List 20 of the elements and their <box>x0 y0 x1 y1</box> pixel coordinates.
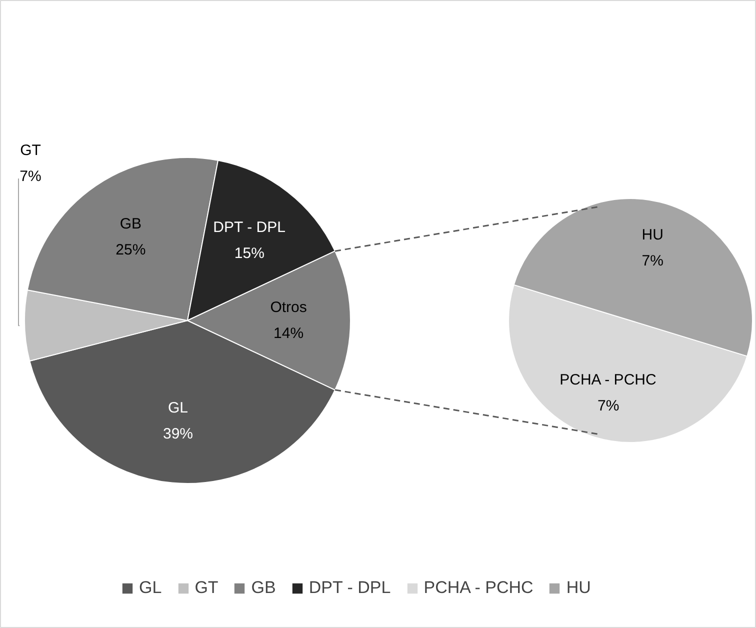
data-label: 7% <box>598 397 620 414</box>
slice-label: GL <box>168 400 188 417</box>
slice-label: GT <box>20 142 41 159</box>
legend-label: GT <box>194 578 218 598</box>
slice-label: Otros <box>270 299 307 316</box>
legend-label: DPT - DPL <box>308 578 391 598</box>
slice-label: HU <box>642 226 664 244</box>
legend-label: GB <box>251 578 276 598</box>
slice-label: PCHA - PCHC <box>560 371 656 388</box>
data-label: 14% <box>274 325 304 342</box>
data-label: 25% <box>116 241 146 258</box>
data-label: 15% <box>234 245 264 262</box>
legend-label: HU <box>566 578 591 598</box>
legend-label: PCHA - PCHC <box>424 578 534 598</box>
data-label: 7% <box>642 252 664 270</box>
data-label: 7% <box>20 168 42 185</box>
slice-label: DPT - DPL <box>213 219 286 236</box>
data-label: 39% <box>162 426 194 443</box>
legend-label: GL <box>139 578 162 598</box>
slice-label: GB <box>120 215 142 232</box>
